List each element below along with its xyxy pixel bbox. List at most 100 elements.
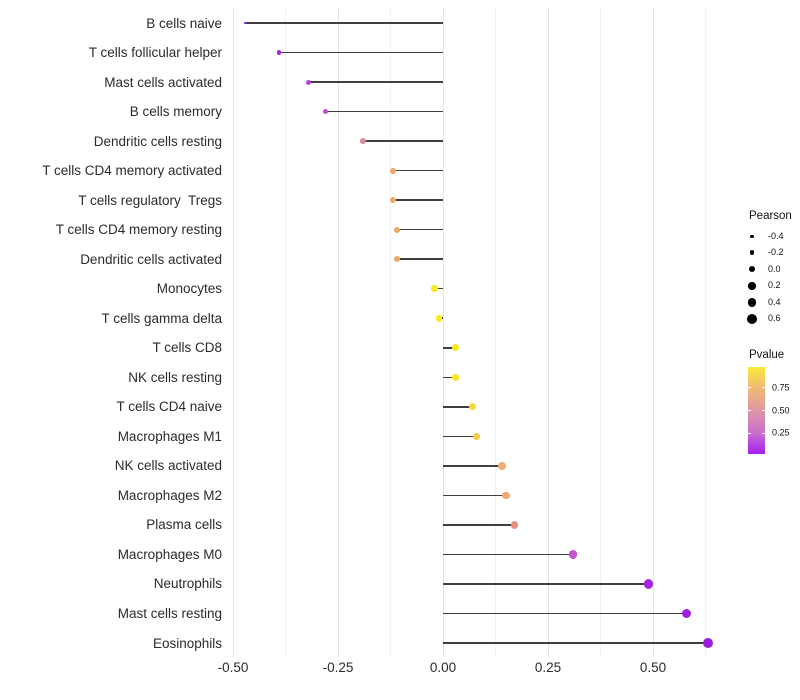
x-axis-tick-label: -0.25 [322, 660, 354, 675]
lollipop-dot [510, 521, 519, 529]
gridline-minor [495, 8, 496, 657]
lollipop-dot [244, 21, 247, 25]
y-axis-label: B cells memory [129, 104, 222, 120]
lollipop-stem [443, 435, 477, 438]
y-axis-label: Macrophages M2 [117, 487, 222, 503]
pearson-legend-dot [748, 281, 756, 290]
lollipop-stem [434, 287, 443, 290]
pearson-legend-entry: -0.4 [742, 228, 792, 245]
lollipop-stem [443, 376, 456, 379]
pvalue-legend-title: Pvalue [749, 349, 785, 361]
pearson-legend-dot-cell [742, 281, 762, 290]
lollipop-stem [279, 51, 443, 54]
pearson-legend-dot-cell [742, 297, 762, 307]
pearson-legend-label: 0.6 [768, 313, 781, 324]
lollipop-dot [473, 432, 481, 440]
lollipop-stem [396, 258, 443, 260]
pearson-legend-label: 0.4 [768, 296, 781, 307]
lollipop-dot [498, 462, 506, 470]
lollipop-dot [360, 138, 366, 144]
pvalue-gradient-tick [748, 410, 751, 411]
y-axis-label: T cells CD4 memory resting [55, 222, 222, 238]
lollipop-stem [443, 612, 687, 615]
gridline-minor [285, 8, 286, 657]
x-axis-tick-label: -0.50 [217, 660, 249, 675]
y-axis-label: Mast cells resting [117, 605, 222, 621]
pvalue-gradient-tick [748, 387, 751, 389]
x-axis-tick-label: 0.25 [534, 660, 562, 675]
lollipop-dot [431, 285, 438, 292]
pvalue-color-legend: Pvalue 0.75 0.50 0.25 [742, 349, 790, 454]
lollipop-stem [443, 494, 506, 497]
pvalue-gradient-tick [762, 410, 765, 411]
lollipop-stem [392, 199, 443, 201]
y-axis-label: Neutrophils [153, 576, 222, 592]
pearson-legend-entry: 0.6 [742, 311, 792, 328]
lollipop-stem [396, 228, 443, 231]
gridline-minor [600, 8, 601, 657]
y-axis-label: Macrophages M1 [117, 428, 222, 444]
pvalue-gradient-tick [748, 432, 751, 434]
lollipop-dot [468, 403, 476, 411]
lollipop-dot [644, 579, 654, 589]
pearson-legend-label: 0.0 [768, 263, 781, 274]
lollipop-dot [435, 314, 443, 322]
lollipop-stem [245, 22, 443, 24]
lollipop-dot [681, 608, 692, 619]
pvalue-gradient-label: 0.50 [772, 405, 790, 415]
lollipop-stem [443, 465, 502, 467]
gridline-major [232, 8, 234, 657]
pearson-legend-dot [746, 313, 758, 324]
y-axis-label: NK cells resting [128, 369, 222, 385]
y-axis-label: T cells gamma delta [101, 310, 222, 326]
lollipop-dot [502, 491, 510, 500]
pearson-legend-label: -0.4 [768, 230, 784, 241]
gridline-major [337, 8, 339, 657]
y-axis-label: T cells regulatory Tregs [78, 192, 222, 208]
pearson-legend-dot [749, 250, 755, 256]
pvalue-gradient-tick [762, 387, 765, 389]
y-axis-label: Dendritic cells activated [80, 251, 222, 267]
x-axis-tick-label: 0.50 [639, 660, 667, 675]
y-axis-label: Macrophages M0 [117, 546, 222, 562]
pvalue-gradient-label: 0.25 [772, 427, 790, 438]
y-axis-label: B cells naive [146, 15, 222, 31]
y-axis-label: T cells CD4 naive [116, 399, 222, 415]
gridline-major [547, 8, 549, 657]
y-axis-label: Monocytes [156, 281, 222, 297]
pearson-legend-entry: 0.0 [742, 261, 792, 278]
pearson-size-legend: Pearson -0.4 -0.2 0.0 0.2 0.4 0.6 [742, 210, 792, 327]
pvalue-gradient-bar [748, 367, 765, 454]
pearson-legend-label: 0.2 [768, 280, 781, 291]
lollipop-dot [389, 167, 396, 174]
pearson-legend-dot-cell [742, 250, 762, 256]
lollipop-stem [443, 347, 456, 349]
gridline-major [652, 8, 654, 657]
y-axis-label: T cells CD8 [152, 340, 222, 356]
pearson-legend-dot-cell [742, 313, 762, 324]
lollipop-stem [325, 110, 443, 113]
lollipop-dot [452, 373, 459, 381]
lollipop-stem [443, 553, 574, 556]
y-axis-label: Dendritic cells resting [93, 133, 222, 149]
pvalue-gradient-tick [762, 432, 765, 434]
pearson-legend-entries: -0.4 -0.2 0.0 0.2 0.4 0.6 [742, 228, 792, 327]
pvalue-gradient-label: 0.75 [772, 382, 790, 393]
y-axis-label: Eosinophils [152, 635, 222, 651]
y-axis-label: T cells CD4 memory activated [42, 163, 222, 179]
pearson-legend-entry: -0.2 [742, 245, 792, 262]
lollipop-stem [443, 583, 649, 585]
lollipop-dot [322, 108, 328, 115]
x-axis-tick-label: 0.00 [429, 660, 457, 675]
lollipop-dot [277, 50, 282, 55]
pearson-legend-dot [748, 266, 756, 273]
pearson-legend-dot [747, 297, 757, 307]
lollipop-stem [363, 140, 443, 142]
pvalue-gradient-wrap: 0.75 0.50 0.25 [748, 367, 790, 454]
y-axis-label: Mast cells activated [104, 74, 222, 90]
pearson-legend-dot-cell [742, 266, 762, 273]
lollipop-dot [306, 79, 312, 85]
lollipop-stem [392, 169, 443, 172]
lollipop-dot [568, 550, 578, 559]
pearson-legend-entry: 0.4 [742, 294, 792, 311]
